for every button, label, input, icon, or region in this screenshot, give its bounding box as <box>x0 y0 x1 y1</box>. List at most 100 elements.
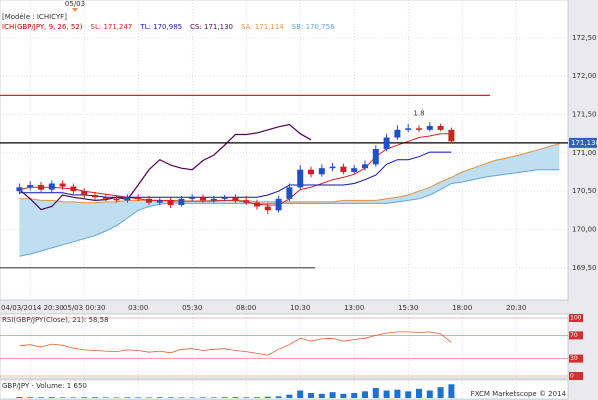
volume-bar <box>329 392 336 398</box>
volume-bar <box>372 388 379 398</box>
volume-bar <box>178 397 185 398</box>
candle-body <box>135 197 142 199</box>
x-tick-label: 05:30 <box>182 304 202 312</box>
candle-body <box>156 200 163 203</box>
volume-bar <box>70 397 77 398</box>
y-tick-label: 100 <box>570 315 582 322</box>
volume-bar <box>221 397 228 398</box>
candle-body <box>59 183 66 187</box>
y-tick-box <box>569 354 583 363</box>
volume-bar <box>264 396 271 398</box>
y-tick-label: 30 <box>570 355 578 362</box>
y-tick-label: 171,00 <box>572 149 597 157</box>
indicator-line <box>19 123 312 211</box>
rsi-panel <box>0 313 569 379</box>
candle-body <box>372 149 379 165</box>
candle-body <box>232 197 239 201</box>
candle-body <box>329 166 336 169</box>
candle-body <box>221 197 228 199</box>
volume-bar <box>38 397 44 398</box>
candle-body <box>254 202 260 207</box>
legend-entry: TL: 170,985 <box>139 23 182 31</box>
indicator-line <box>19 143 560 204</box>
candle-body <box>416 128 422 130</box>
volume-bar <box>308 393 314 398</box>
volume-bar <box>383 390 390 398</box>
volume-bar <box>437 387 444 398</box>
volume-bar <box>189 397 196 398</box>
y-tick-label: 170,00 <box>572 225 597 233</box>
y-tick-box <box>569 331 583 340</box>
y-tick-label: 172,50 <box>572 34 597 42</box>
x-tick-label: 04/03/2014 20:30 <box>1 304 64 312</box>
x-tick-label: 15:30 <box>398 304 418 312</box>
candle-body <box>81 191 88 196</box>
volume-bar <box>200 397 206 398</box>
volume-bar <box>275 396 282 398</box>
y-tick-label: 169,50 <box>572 264 597 272</box>
candle-body <box>102 197 109 199</box>
candle-body <box>200 197 206 201</box>
volume-bar <box>243 397 250 398</box>
candle-body <box>178 198 185 205</box>
candle-body <box>48 183 55 190</box>
legend-entry: SA: 171,114 <box>241 23 284 31</box>
y-tick-label: 170,50 <box>572 187 597 195</box>
candle-body <box>275 198 282 211</box>
x-tick-label: 20:30 <box>506 304 526 312</box>
y-tick-label: 172,00 <box>572 72 597 80</box>
volume-bar <box>156 397 163 398</box>
volume-bar <box>362 391 368 398</box>
volume-bar <box>113 397 120 398</box>
candle-body <box>167 200 174 205</box>
candle-body <box>189 197 196 199</box>
candle-body <box>210 198 217 201</box>
template-label: [Modèle : ICHICYF] <box>2 13 67 21</box>
candle-body <box>27 185 34 188</box>
volume-bar <box>16 397 23 398</box>
volume-bar <box>340 393 347 398</box>
volume-bar <box>232 397 239 398</box>
y-tick-label: 0 <box>570 373 574 380</box>
y-tick-label: 70 <box>570 332 578 339</box>
price-tag-label: 171,130 <box>571 139 598 147</box>
volume-bar <box>146 397 152 398</box>
volume-bar <box>59 397 66 398</box>
volume-bar <box>27 397 34 398</box>
rsi-line <box>19 331 452 356</box>
legend-entry: ICH(GBP/JPY, 9, 26, 52) <box>2 23 83 31</box>
x-tick-label: 13:00 <box>344 304 364 312</box>
candle-body <box>340 166 347 173</box>
volume-bar <box>448 384 455 398</box>
legend-entry: CS: 171,130 <box>190 23 233 31</box>
volume-bar <box>426 390 433 398</box>
x-tick-label: 08:00 <box>236 304 256 312</box>
volume-bar <box>297 390 304 398</box>
volume-bar <box>135 397 142 398</box>
x-tick-label: 05/03 00:30 <box>63 304 106 312</box>
x-tick-label: 03:00 <box>128 304 148 312</box>
candle-body <box>405 128 412 130</box>
y-tick-box <box>569 372 583 380</box>
candle-body <box>264 206 271 211</box>
date-marker-icon <box>72 8 78 12</box>
candle-body <box>70 186 77 192</box>
legend-entry: SB: 170,756 <box>292 23 335 31</box>
volume-bar <box>286 394 293 398</box>
volume-bar <box>351 393 358 398</box>
price-tag <box>569 137 597 148</box>
candle-body <box>394 129 401 138</box>
x-tick-label: 10:30 <box>290 304 310 312</box>
volume-bar <box>167 397 174 398</box>
volume-panel <box>0 379 569 400</box>
volume-bar <box>210 397 217 398</box>
candle-body <box>297 169 304 188</box>
price-panel <box>0 0 569 301</box>
candle-body <box>383 137 390 150</box>
volume-bar <box>254 397 260 398</box>
candle-body <box>351 168 358 173</box>
rsi-title: RSI(GBP/JPY(Close), 21): 58,58 <box>2 316 109 324</box>
volume-title: GBP/JPY - Volume: 1 650 <box>2 382 87 390</box>
candle-body <box>124 197 131 201</box>
